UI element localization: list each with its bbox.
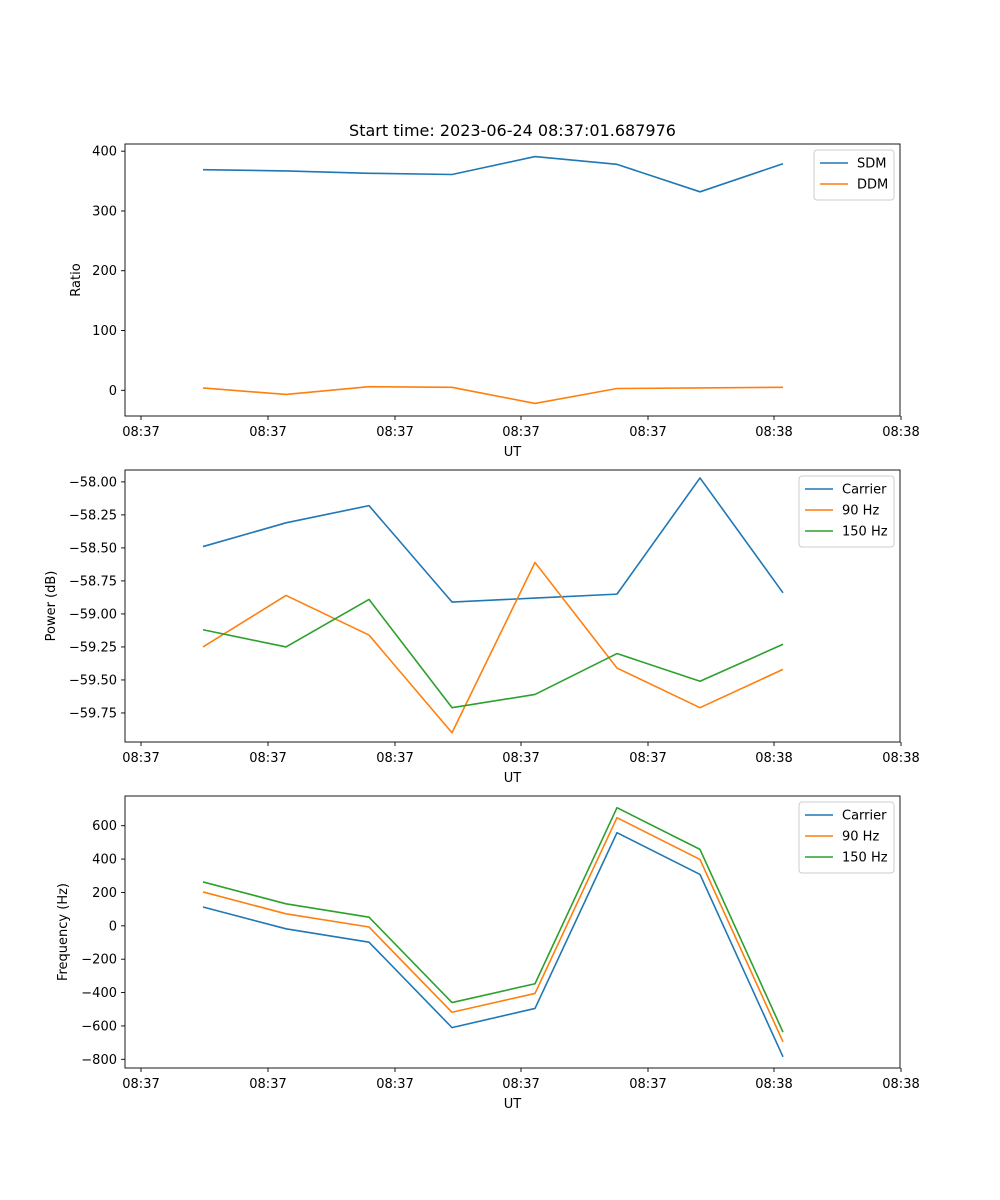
series-line-sdm	[202, 155, 784, 193]
legend-label: 90 Hz	[842, 830, 879, 845]
series-line-150-hz	[202, 806, 784, 1033]
y-tick-label: −58.25	[69, 508, 117, 523]
x-tick-label: 08:38	[755, 1077, 792, 1092]
y-axis-label: Frequency (Hz)	[56, 883, 71, 981]
series-line-90-hz	[202, 561, 784, 734]
y-axis-label: Ratio	[69, 263, 84, 296]
y-tick-label: −58.50	[69, 541, 117, 556]
y-tick-label: 400	[92, 145, 117, 160]
subplot-1: 0 100 200 300 400 08:37 08:37 08:37 08:37 08:37 08…	[69, 143, 920, 460]
series-line-ddm	[202, 385, 784, 405]
axes-frame	[124, 795, 901, 1069]
x-tick-label: 08:37	[249, 1077, 286, 1092]
y-tick-label: −400	[81, 986, 117, 1001]
legend: SDM DDM	[813, 149, 895, 201]
legend-label: Carrier	[842, 483, 887, 498]
subplots: 0 100 200 300 400 08:37 08:37 08:37 08:37 08:37 08…	[44, 143, 920, 1112]
y-tick-label: −58.00	[69, 475, 117, 490]
x-tick-label: 08:37	[249, 425, 286, 440]
y-tick-label: −59.25	[69, 640, 117, 655]
x-tick-label: 08:38	[882, 751, 919, 766]
y-tick-label: 200	[92, 886, 117, 901]
y-tick-label: −600	[81, 1019, 117, 1034]
y-tick-label: 400	[92, 853, 117, 868]
legend-label: 150 Hz	[842, 851, 888, 866]
y-tick-label: 300	[92, 204, 117, 219]
y-tick-label: 600	[92, 819, 117, 834]
y-tick-label: 0	[109, 384, 117, 399]
y-tick-label: 0	[109, 919, 117, 934]
x-tick-label: 08:38	[882, 425, 919, 440]
x-tick-label: 08:37	[122, 751, 159, 766]
series-line-carrier	[202, 831, 784, 1058]
y-tick-label: −59.75	[69, 706, 117, 721]
y-tick-label: −58.75	[69, 574, 117, 589]
y-tick-label: −59.00	[69, 607, 117, 622]
x-axis-label: UT	[504, 445, 522, 460]
y-tick-label: 100	[92, 324, 117, 339]
y-axis-label: Power (dB)	[44, 571, 59, 642]
x-tick-label: 08:37	[629, 1077, 666, 1092]
legend-box	[798, 801, 895, 874]
x-tick-label: 08:37	[629, 425, 666, 440]
axes-frame	[124, 143, 901, 417]
x-tick-label: 08:38	[755, 751, 792, 766]
legend-label: DDM	[857, 178, 888, 193]
x-tick-label: 08:37	[502, 1077, 539, 1092]
subplot-3: −800 −600 −400 −200 0 200 400 600 08:37 08:37 08:3…	[56, 795, 920, 1112]
x-axis-label: UT	[504, 771, 522, 786]
figure-title: Start time: 2023-06-24 08:37:01.687976	[349, 121, 676, 140]
legend-label: SDM	[857, 157, 886, 172]
x-tick-label: 08:37	[249, 751, 286, 766]
subplot-2: −59.75 −59.50 −59.25 −59.00 −58.75 −58.50 −58.…	[44, 469, 920, 786]
legend-label: Carrier	[842, 809, 887, 824]
series-line-90-hz	[202, 816, 784, 1043]
y-tick-label: −59.50	[69, 673, 117, 688]
x-tick-label: 08:37	[629, 751, 666, 766]
series-line-carrier	[202, 477, 784, 603]
x-tick-label: 08:37	[376, 751, 413, 766]
x-axis-label: UT	[504, 1097, 522, 1112]
series-line-150-hz	[202, 598, 784, 709]
x-tick-label: 08:38	[882, 1077, 919, 1092]
x-tick-label: 08:37	[502, 751, 539, 766]
x-tick-label: 08:37	[122, 1077, 159, 1092]
y-tick-label: 200	[92, 264, 117, 279]
legend-label: 150 Hz	[842, 525, 888, 540]
x-tick-label: 08:38	[755, 425, 792, 440]
legend-box	[798, 475, 895, 548]
legend-label: 90 Hz	[842, 504, 879, 519]
x-tick-label: 08:37	[122, 425, 159, 440]
legend: Carrier 90 Hz 150 Hz	[798, 801, 895, 874]
x-tick-label: 08:37	[376, 1077, 413, 1092]
y-tick-label: −200	[81, 953, 117, 968]
x-tick-label: 08:37	[376, 425, 413, 440]
axes-frame	[124, 469, 901, 743]
legend: Carrier 90 Hz 150 Hz	[798, 475, 895, 548]
x-tick-label: 08:37	[502, 425, 539, 440]
y-tick-label: −800	[81, 1053, 117, 1068]
